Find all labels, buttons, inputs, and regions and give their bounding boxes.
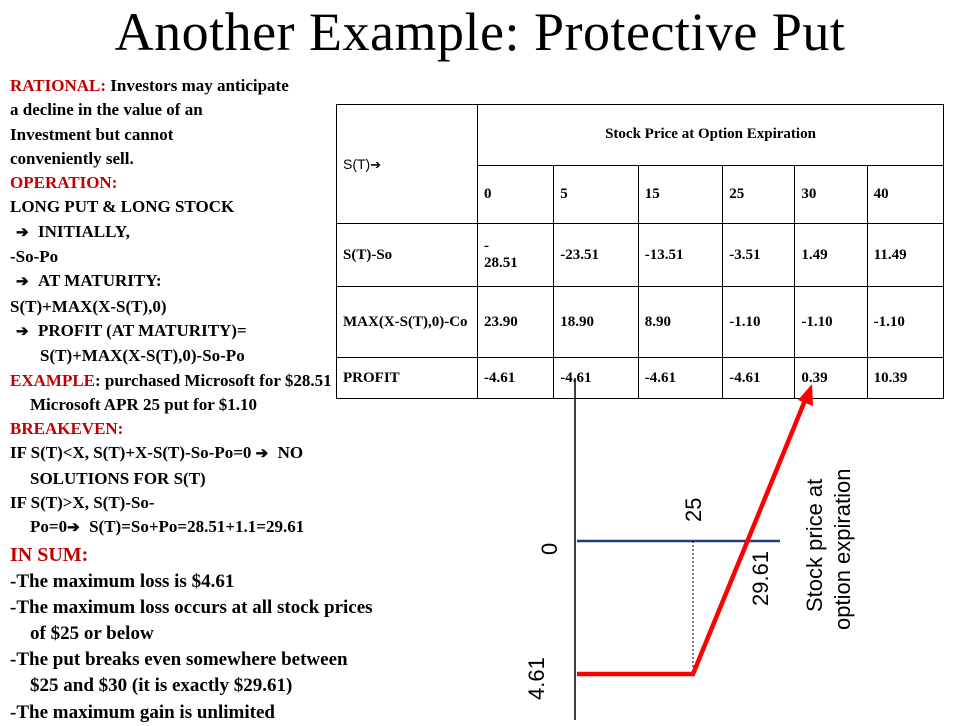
summary-3: -The put breaks even somewhere between bbox=[10, 649, 348, 671]
summary-1: -The maximum loss is $4.61 bbox=[10, 570, 235, 592]
table-cell: 1.49 bbox=[794, 223, 868, 287]
table-cell: -4.61 bbox=[637, 357, 724, 399]
summary-3b: $25 and $30 (it is exactly $29.61) bbox=[30, 675, 293, 697]
payoff-diagram: 0 25 29.61 4.61 Stock price at option ex… bbox=[524, 378, 855, 720]
page-title: Another Example: Protective Put bbox=[114, 2, 846, 62]
rational-text-2: a decline in the value of an bbox=[10, 100, 203, 120]
breakeven-line-3: IF S(T)>X, S(T)-So- bbox=[10, 493, 155, 513]
price-cell: 5 bbox=[553, 164, 639, 225]
table-row: S(T)-So - 28.51 -23.51 -13.51 -3.51 1.49… bbox=[336, 223, 945, 287]
payoff-table: S(T)➔ Stock Price at Option Expiration 0… bbox=[336, 104, 945, 399]
label-max-loss: 4.61 bbox=[524, 657, 549, 700]
arrow-icon: ➔ bbox=[67, 520, 80, 537]
label-stock-price-1: Stock price at bbox=[802, 479, 827, 612]
table-corner-label: S(T) bbox=[343, 155, 371, 172]
row-label: PROFIT bbox=[336, 357, 478, 399]
table-cell: -4.61 bbox=[722, 357, 796, 399]
example-label: EXAMPLE bbox=[10, 370, 95, 390]
profit-formula: S(T)+MAX(X-S(T),0)-So-Po bbox=[40, 346, 245, 366]
profit-line bbox=[577, 397, 809, 677]
table-row: PROFIT -4.61 -4.61 -4.61 -4.61 0.39 10.3… bbox=[336, 357, 945, 399]
rational-line: RATIONAL: Investors may anticipate bbox=[10, 74, 480, 98]
label-zero: 0 bbox=[537, 543, 562, 555]
summary-2b: of $25 or below bbox=[30, 623, 154, 645]
table-row: MAX(X-S(T),0)-Co 23.90 18.90 8.90 -1.10 … bbox=[336, 286, 945, 358]
initially-line: ➔ INITIALLY, bbox=[10, 220, 480, 245]
operation-label: OPERATION: bbox=[10, 173, 118, 193]
maturity-line: ➔ AT MATURITY: bbox=[10, 269, 480, 294]
arrow-icon: ➔ bbox=[370, 156, 382, 172]
breakeven-text: IF S(T)<X, S(T)+X-S(T)-So-Po=0 bbox=[10, 443, 252, 463]
table-corner: S(T)➔ bbox=[336, 104, 478, 224]
rational-text: Investors may anticipate bbox=[110, 76, 289, 95]
breakeven-line-4: Po=0➔ S(T)=So+Po=28.51+1.1=29.61 bbox=[10, 515, 480, 540]
arrow-icon: ➔ bbox=[16, 323, 29, 340]
table-cell: 11.49 bbox=[866, 223, 945, 287]
arrow-head-icon bbox=[798, 384, 813, 406]
price-cell: 40 bbox=[866, 164, 945, 225]
price-cell: 25 bbox=[722, 164, 796, 225]
explanation-text: RATIONAL: Investors may anticipate a dec… bbox=[10, 74, 480, 726]
table-cell: -3.51 bbox=[722, 223, 796, 287]
label-strike: 25 bbox=[681, 498, 706, 522]
table-cell: - 28.51 bbox=[476, 223, 555, 287]
example-text: : purchased Microsoft for $28.51 and a bbox=[95, 370, 376, 390]
maturity-formula: S(T)+MAX(X-S(T),0) bbox=[10, 296, 167, 316]
breakeven-line-1: IF S(T)<X, S(T)+X-S(T)-So-Po=0 ➔ NO bbox=[10, 441, 480, 466]
initially-text: INITIALLY, bbox=[38, 221, 130, 241]
table-header: Stock Price at Option Expiration bbox=[477, 104, 944, 166]
breakeven-text: NO bbox=[277, 443, 304, 463]
price-row: 0 5 15 25 30 40 bbox=[337, 164, 945, 225]
initial-formula: -So-Po bbox=[10, 247, 59, 267]
breakeven-text: S(T)=So+Po=28.51+1.1=29.61 bbox=[89, 517, 305, 537]
row-label: MAX(X-S(T),0)-Co bbox=[336, 286, 478, 358]
operation-text: LONG PUT & LONG STOCK bbox=[10, 197, 235, 217]
table-cell: -13.51 bbox=[637, 223, 724, 287]
breakeven-text: Po=0 bbox=[30, 517, 68, 537]
table-cell: -1.10 bbox=[866, 286, 945, 358]
table-cell: 10.39 bbox=[866, 357, 945, 399]
example-text-2: Microsoft APR 25 put for $1.10 bbox=[30, 394, 257, 414]
example-line: EXAMPLE: purchased Microsoft for $28.51 … bbox=[10, 369, 480, 393]
summary-4: -The maximum gain is unlimited bbox=[10, 701, 275, 723]
table-cell: -1.10 bbox=[722, 286, 796, 358]
row-label: S(T)-So bbox=[336, 223, 478, 287]
rational-text-3: Investment but cannot bbox=[10, 124, 174, 144]
price-cell: 0 bbox=[476, 164, 555, 225]
arrow-icon: ➔ bbox=[16, 224, 29, 241]
arrow-icon: ➔ bbox=[16, 274, 29, 291]
table-cell: -4.61 bbox=[553, 357, 639, 399]
table-cell: 23.90 bbox=[476, 286, 555, 358]
label-breakeven: 29.61 bbox=[748, 551, 773, 606]
rational-label: RATIONAL: bbox=[10, 76, 107, 95]
summary-2: -The maximum loss occurs at all stock pr… bbox=[10, 596, 373, 618]
price-cell: 15 bbox=[637, 164, 724, 225]
price-cell: 30 bbox=[794, 164, 868, 225]
profit-label: PROFIT (AT MATURITY)= bbox=[38, 320, 247, 340]
table-cell: -23.51 bbox=[553, 223, 639, 287]
table-cell: 8.90 bbox=[637, 286, 724, 358]
profit-line: ➔ PROFIT (AT MATURITY)= bbox=[10, 319, 480, 344]
breakeven-line-2: SOLUTIONS FOR S(T) bbox=[30, 468, 206, 488]
maturity-text: AT MATURITY: bbox=[38, 271, 162, 291]
label-stock-price-2: option expiration bbox=[830, 469, 855, 630]
arrow-icon: ➔ bbox=[255, 446, 269, 463]
rational-text-4: conveniently sell. bbox=[10, 148, 134, 168]
table-cell: 18.90 bbox=[553, 286, 639, 358]
in-sum-label: IN SUM: bbox=[10, 543, 89, 566]
breakeven-label: BREAKEVEN: bbox=[10, 419, 124, 439]
table-cell: -1.10 bbox=[794, 286, 868, 358]
